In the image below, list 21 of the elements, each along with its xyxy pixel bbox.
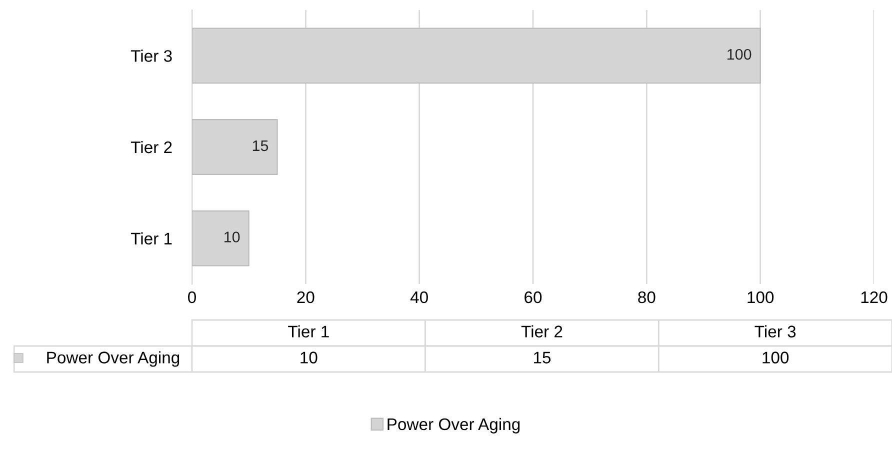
category-label: Tier 2 [521,325,562,338]
x-tick-label: 120 [861,291,888,304]
x-tick-label: 40 [410,291,428,304]
legend-label: Power Over Aging [47,351,180,367]
y-tick-label: Tier 1 [130,232,172,245]
x-tick-label: 60 [524,291,542,304]
x-tick-label: 0 [188,291,196,304]
data-label: 10 [224,232,240,242]
x-tick-label: 80 [638,291,656,304]
x-tick-label: 20 [297,291,314,304]
text: 15 [534,352,551,364]
x-tick-label: 100 [748,291,774,304]
category-label: Tier 1 [288,325,329,338]
text: 100 [762,352,789,364]
text: Power Over Aging [388,418,520,434]
y-tick-label: Tier 3 [130,50,172,62]
text: 10 [300,352,318,364]
y-tick-label: Tier 2 [130,140,172,154]
data-label: 100 [727,48,752,60]
category-label: Tier 3 [754,325,796,338]
data-label: 15 [252,140,268,152]
